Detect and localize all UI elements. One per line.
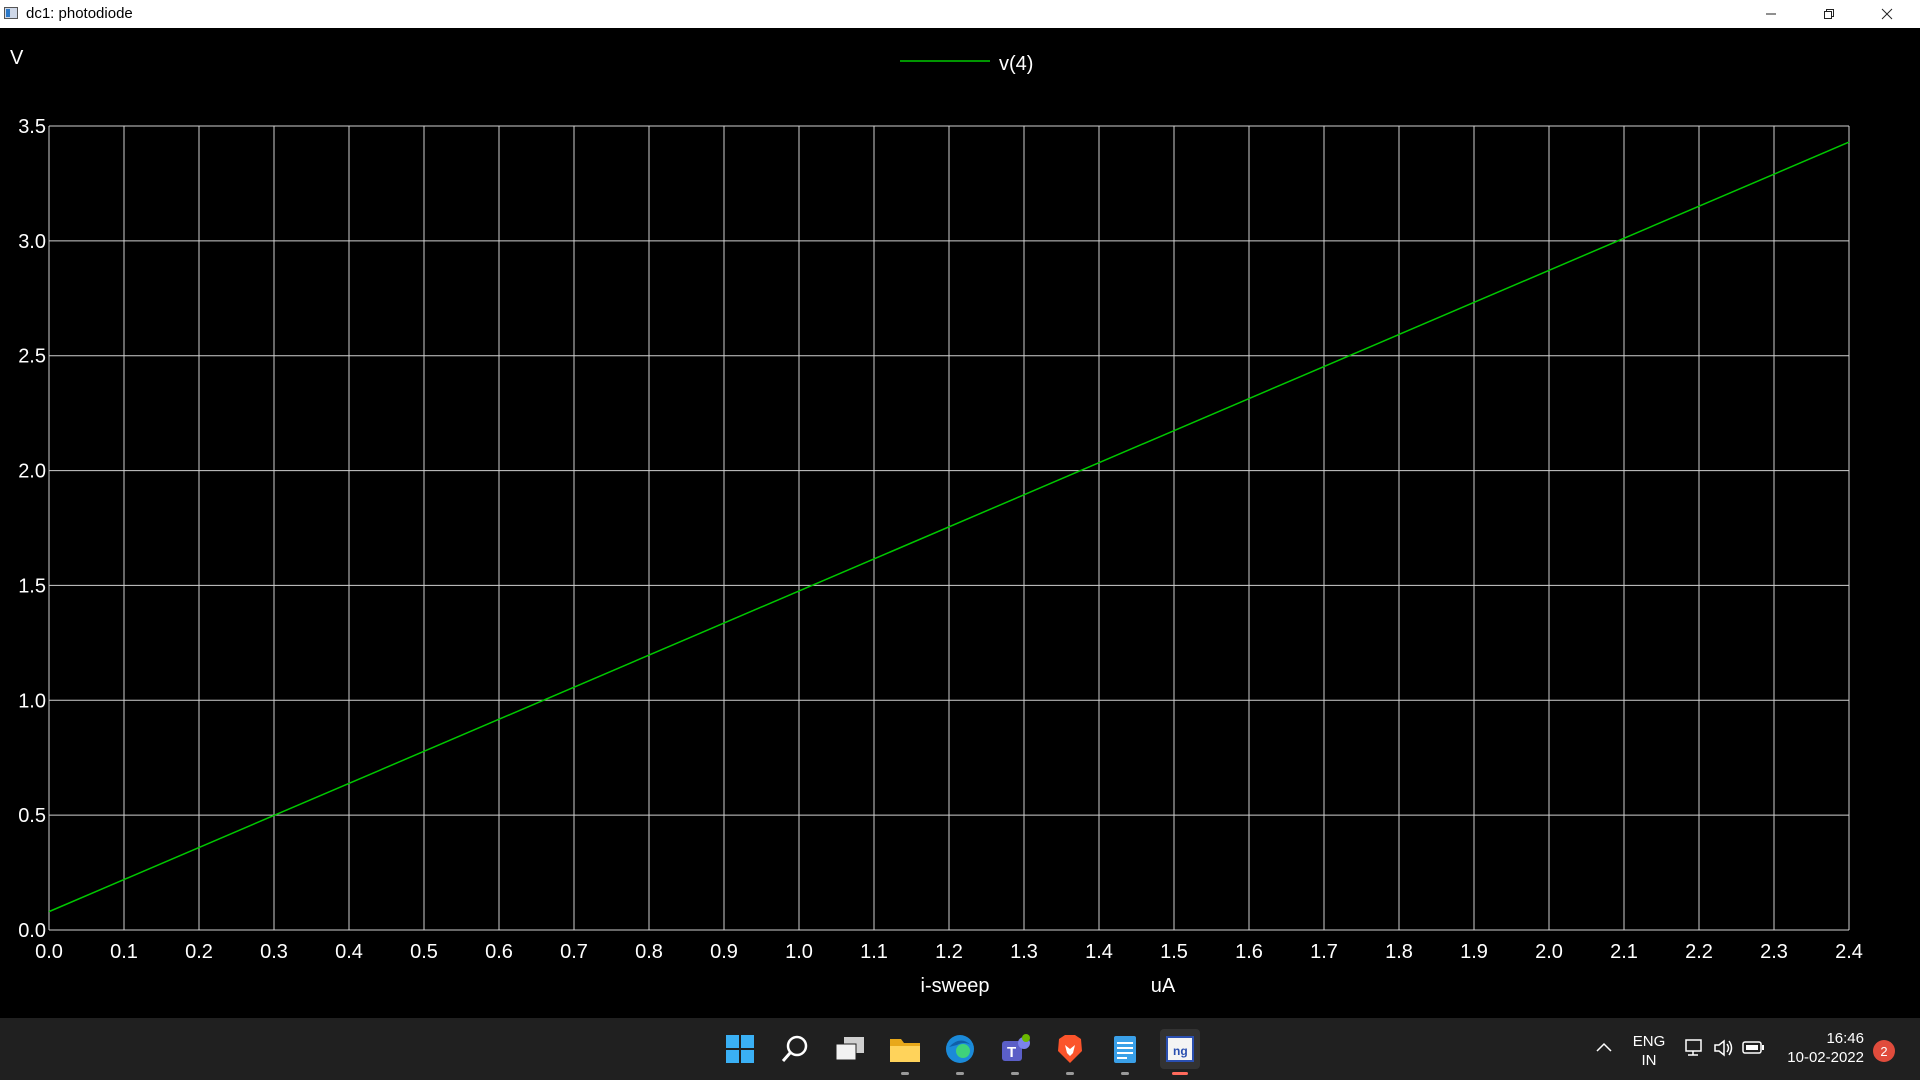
network-icon <box>1685 1039 1702 1056</box>
teams-icon: T <box>1002 1034 1030 1061</box>
x-tick-label: 1.7 <box>1310 941 1338 963</box>
notepad-icon <box>1114 1036 1136 1063</box>
series-line-v4 <box>48 141 1850 913</box>
x-tick-label: 2.0 <box>1535 941 1563 963</box>
x-tick-label: 1.9 <box>1460 941 1488 963</box>
x-tick-label: 1.0 <box>785 941 813 963</box>
input-language-indicator[interactable]: ENG IN <box>1628 1032 1670 1070</box>
edge-icon <box>946 1035 974 1063</box>
x-tick-label: 0.7 <box>560 941 588 963</box>
battery-button[interactable] <box>1742 1039 1766 1062</box>
close-button[interactable] <box>1858 0 1916 28</box>
brave-lion-icon <box>1058 1035 1082 1063</box>
close-icon <box>1881 8 1893 20</box>
y-axis-label: V <box>10 47 24 69</box>
svg-text:T: T <box>1007 1044 1016 1061</box>
edge-button[interactable] <box>940 1029 980 1075</box>
search-button[interactable] <box>775 1029 815 1069</box>
x-axis-label: i-sweep <box>921 975 990 997</box>
running-indicator <box>1121 1072 1129 1075</box>
minimize-button[interactable] <box>1742 0 1800 28</box>
x-tick-label: 1.4 <box>1085 941 1113 963</box>
x-tick-label: 1.1 <box>860 941 888 963</box>
battery-icon <box>1742 1041 1764 1054</box>
restore-button[interactable] <box>1800 0 1858 28</box>
taskbar: T ng ENG IN 16:46 10-02-2022 <box>0 1018 1920 1080</box>
app-window-icon <box>4 7 18 19</box>
y-tick-label: 1.5 <box>18 575 46 597</box>
legend-label-v4: v(4) <box>999 53 1033 75</box>
x-tick-label: 0.5 <box>410 941 438 963</box>
running-indicator <box>901 1072 909 1075</box>
teams-button[interactable]: T <box>995 1029 1035 1075</box>
window-title: dc1: photodiode <box>26 5 133 22</box>
plot-area[interactable]: V v(4) 0.0 0.1 0.2 0.3 0.4 0.5 0.6 0.7 0.8 0.9 1.0… <box>0 28 1920 1018</box>
clock-date: 10-02-2022 <box>1787 1049 1864 1066</box>
x-tick-label: 0.0 <box>35 941 63 963</box>
windows-logo-icon <box>726 1035 754 1063</box>
network-button[interactable] <box>1684 1038 1706 1063</box>
x-tick-label: 0.4 <box>335 941 363 963</box>
x-axis-unit: uA <box>1151 975 1176 997</box>
start-button[interactable] <box>720 1029 760 1069</box>
x-tick-label: 0.3 <box>260 941 288 963</box>
ngspice-icon: ng <box>1166 1036 1194 1062</box>
x-tick-label: 0.6 <box>485 941 513 963</box>
grid <box>48 125 1850 931</box>
show-hidden-icons-button[interactable] <box>1595 1038 1613 1061</box>
notification-badge[interactable]: 2 <box>1873 1040 1895 1062</box>
notepad-button[interactable] <box>1105 1029 1145 1075</box>
x-tick-label: 0.9 <box>710 941 738 963</box>
x-tick-label: 0.2 <box>185 941 213 963</box>
x-tick-label: 1.6 <box>1235 941 1263 963</box>
chevron-up-icon <box>1596 1042 1612 1052</box>
x-tick-label: 2.1 <box>1610 941 1638 963</box>
y-tick-label: 0.5 <box>18 805 46 827</box>
file-explorer-button[interactable] <box>885 1029 925 1075</box>
volume-button[interactable] <box>1713 1038 1735 1063</box>
x-tick-label: 1.5 <box>1160 941 1188 963</box>
x-tick-label: 1.3 <box>1010 941 1038 963</box>
x-tick-label: 2.2 <box>1685 941 1713 963</box>
y-tick-label: 2.0 <box>18 461 46 483</box>
svg-text:ng: ng <box>1173 1044 1188 1058</box>
clock-time: 16:46 <box>1826 1030 1864 1047</box>
running-indicator <box>1066 1072 1074 1075</box>
task-view-icon <box>835 1037 864 1061</box>
x-tick-label: 1.2 <box>935 941 963 963</box>
y-tick-labels: 0.0 0.5 1.0 1.5 2.0 2.5 3.0 3.5 <box>18 116 46 942</box>
region-code: IN <box>1641 1052 1657 1069</box>
ngspice-button[interactable]: ng <box>1160 1029 1200 1075</box>
x-tick-labels: 0.0 0.1 0.2 0.3 0.4 0.5 0.6 0.7 0.8 0.9 1.0 1.1 1.2 1… <box>35 941 1863 963</box>
minimize-icon <box>1766 13 1776 15</box>
x-tick-label: 2.4 <box>1835 941 1863 963</box>
folder-icon <box>890 1039 920 1062</box>
window-titlebar: dc1: photodiode <box>0 0 1920 28</box>
clock-button[interactable]: 16:46 10-02-2022 <box>1778 1029 1864 1067</box>
restore-icon <box>1824 9 1834 19</box>
x-tick-label: 0.8 <box>635 941 663 963</box>
y-tick-label: 3.5 <box>18 116 46 138</box>
y-tick-label: 2.5 <box>18 346 46 368</box>
task-view-button[interactable] <box>830 1029 870 1069</box>
language-code: ENG <box>1632 1033 1666 1050</box>
brave-button[interactable] <box>1050 1029 1090 1075</box>
active-indicator <box>1172 1072 1188 1075</box>
x-tick-label: 1.8 <box>1385 941 1413 963</box>
search-icon <box>781 1035 808 1062</box>
x-tick-label: 0.1 <box>110 941 138 963</box>
x-tick-label: 2.3 <box>1760 941 1788 963</box>
running-indicator <box>956 1072 964 1075</box>
y-tick-label: 3.0 <box>18 231 46 253</box>
speaker-icon <box>1714 1039 1733 1057</box>
running-indicator <box>1011 1072 1019 1075</box>
series-layer <box>48 141 1850 913</box>
legend: v(4) <box>900 53 1033 75</box>
y-tick-label: 1.0 <box>18 690 46 712</box>
y-tick-label: 0.0 <box>18 920 46 942</box>
